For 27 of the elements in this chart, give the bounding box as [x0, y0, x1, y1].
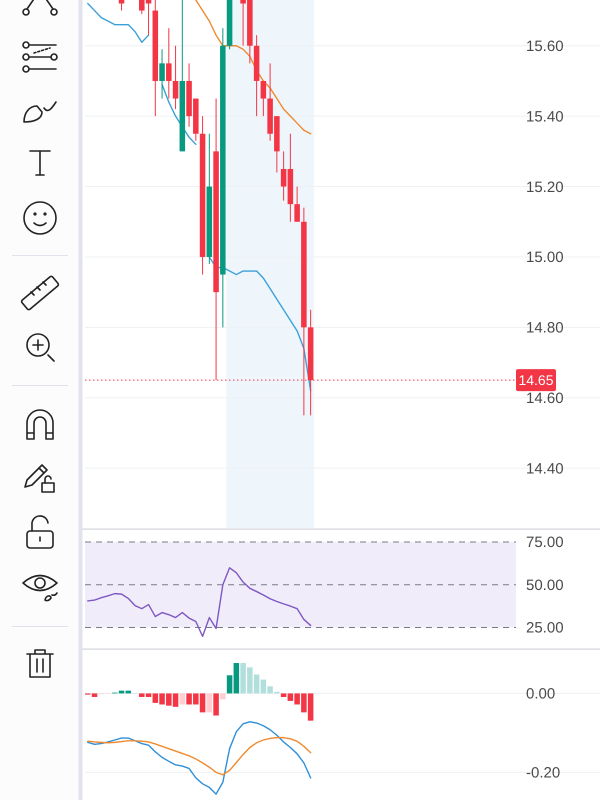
bar — [206, 693, 212, 712]
candlestick — [172, 45, 178, 110]
y-tick-label: 0.00 — [526, 686, 556, 703]
candlestick — [166, 28, 172, 100]
line-series — [87, 721, 312, 795]
y-tick-label: 15.20 — [526, 178, 564, 196]
ref-line-label: 14.65 — [518, 372, 554, 388]
line-series — [87, 736, 312, 776]
y-tick-label: 14.40 — [526, 460, 564, 478]
y-tick-label: 50.00 — [526, 576, 564, 594]
bar — [220, 693, 226, 700]
candlestick — [260, 80, 266, 117]
bar — [180, 693, 186, 704]
y-tick-label: 75.00 — [526, 534, 564, 552]
y-tick-label: -0.20 — [526, 764, 560, 782]
y-tick-label: 15.60 — [526, 38, 564, 56]
y-tick-label: 15.40 — [526, 108, 564, 126]
candlestick — [294, 186, 300, 222]
y-tick-label: 14.60 — [526, 390, 564, 408]
y-tick-label: 15.00 — [526, 249, 564, 266]
line-series — [195, 0, 312, 134]
bar — [213, 693, 219, 716]
candlestick — [159, 48, 165, 100]
candlestick — [118, 0, 124, 12]
line-series — [87, 567, 312, 638]
y-tick-label: 14.80 — [526, 320, 564, 337]
y-tick-label: 25.00 — [526, 620, 564, 637]
